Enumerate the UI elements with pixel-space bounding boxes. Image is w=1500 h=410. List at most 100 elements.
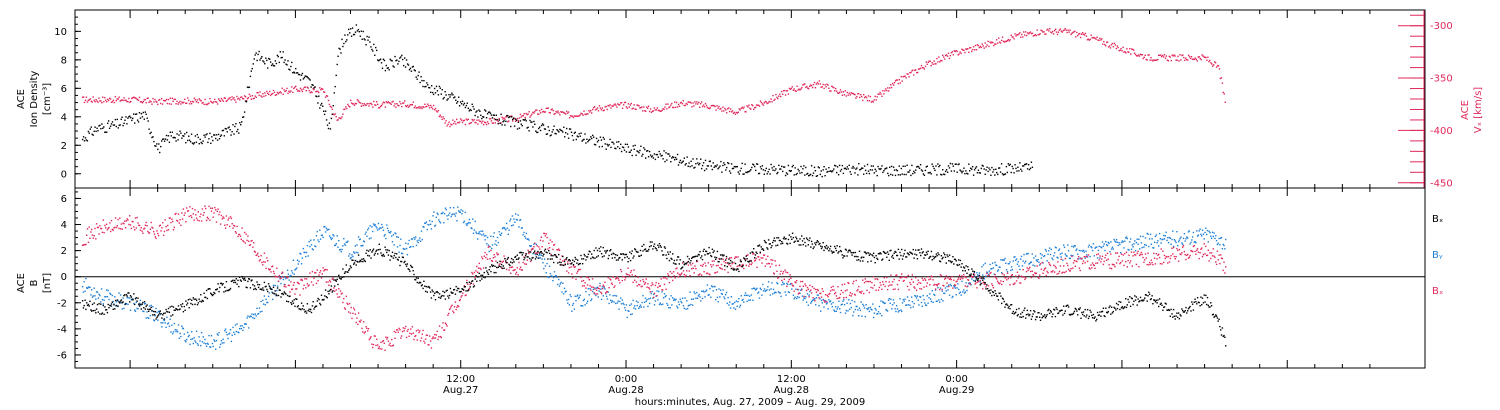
- density-point: [339, 48, 341, 50]
- speed-point: [1018, 33, 1020, 35]
- density-point: [554, 132, 556, 135]
- speed-point: [291, 86, 293, 88]
- bz-point: [259, 259, 261, 261]
- by-point: [915, 295, 917, 297]
- density-point: [691, 165, 693, 167]
- speed-point: [640, 107, 642, 109]
- speed-point: [604, 106, 606, 108]
- by-point: [691, 304, 694, 306]
- speed-point: [207, 103, 209, 105]
- bz-point: [1155, 253, 1157, 255]
- speed-point: [771, 101, 773, 103]
- speed-point: [676, 106, 679, 108]
- speed-point: [1037, 33, 1039, 36]
- by-point: [243, 326, 245, 329]
- density-point: [753, 164, 755, 166]
- bz-point: [240, 238, 242, 240]
- bz-point: [517, 274, 519, 276]
- density-point: [936, 174, 938, 176]
- bz-point: [360, 319, 362, 321]
- bz-point: [266, 257, 268, 259]
- bz-point: [216, 210, 218, 212]
- speed-point: [684, 104, 686, 107]
- bz-point: [803, 295, 805, 298]
- bz-point: [401, 330, 404, 333]
- density-point: [366, 35, 368, 38]
- by-point: [204, 338, 206, 341]
- by-point: [845, 309, 847, 312]
- density-point: [240, 124, 242, 126]
- bz-point: [431, 337, 433, 340]
- by-point: [238, 331, 240, 334]
- by-point: [488, 250, 490, 253]
- bz-point: [370, 336, 372, 338]
- by-point: [290, 274, 292, 277]
- speed-point: [181, 101, 183, 103]
- speed-point: [533, 112, 535, 114]
- bz-point: [464, 294, 466, 297]
- density-point: [206, 133, 208, 135]
- bz-point: [611, 283, 614, 286]
- speed-point: [472, 120, 474, 122]
- density-point: [229, 129, 231, 131]
- bz-point: [424, 342, 426, 344]
- by-point: [552, 280, 554, 282]
- by-point: [1139, 235, 1142, 238]
- bz-point: [1032, 274, 1034, 276]
- speed-point: [157, 103, 159, 106]
- by-point: [730, 296, 733, 298]
- density-point: [205, 134, 207, 136]
- by-point: [974, 275, 976, 278]
- density-point: [1007, 163, 1009, 165]
- by-point: [678, 303, 680, 306]
- density-point: [116, 118, 118, 121]
- bz-point: [411, 326, 414, 328]
- density-point: [279, 51, 281, 53]
- bz-point: [301, 279, 304, 282]
- bz-point: [808, 296, 810, 298]
- bz-point: [381, 340, 384, 343]
- bz-point: [1039, 263, 1042, 265]
- by-point: [1175, 241, 1177, 244]
- speed-point: [156, 101, 158, 103]
- bz-point: [612, 276, 614, 278]
- by-point: [236, 323, 238, 325]
- by-point: [1120, 252, 1122, 254]
- density-point: [542, 124, 545, 126]
- by-point: [419, 237, 421, 239]
- density-point: [583, 138, 585, 141]
- density-point: [894, 174, 897, 177]
- by-point: [89, 286, 91, 288]
- speed-point: [514, 120, 517, 123]
- speed-point: [776, 96, 778, 99]
- by-point: [862, 303, 864, 306]
- by-point: [908, 299, 910, 302]
- density-ylabel-line: [cm⁻³]: [42, 83, 53, 115]
- density-point: [1003, 173, 1006, 176]
- by-point: [1065, 254, 1067, 257]
- by-point: [870, 308, 872, 310]
- bz-point: [408, 335, 410, 337]
- imf-ytick-label: -2: [57, 298, 67, 309]
- bz-point: [1087, 254, 1090, 256]
- by-point: [782, 283, 785, 285]
- by-point: [572, 304, 574, 306]
- bz-point: [715, 271, 717, 274]
- by-point: [724, 297, 726, 300]
- imf-ytick-label: 2: [61, 246, 67, 257]
- density-point: [575, 138, 577, 141]
- density-point: [495, 114, 497, 116]
- density-point: [550, 134, 552, 136]
- density-point: [115, 125, 117, 128]
- bz-point: [720, 267, 722, 270]
- by-point: [482, 233, 485, 235]
- speed-point: [239, 99, 241, 101]
- bz-point: [85, 243, 87, 246]
- density-point: [998, 167, 1001, 169]
- bz-point: [543, 232, 546, 235]
- speed-point: [325, 95, 328, 97]
- bz-point: [1037, 276, 1039, 279]
- speed-point: [1081, 32, 1084, 34]
- speed-point: [965, 48, 967, 50]
- speed-point: [1169, 56, 1171, 58]
